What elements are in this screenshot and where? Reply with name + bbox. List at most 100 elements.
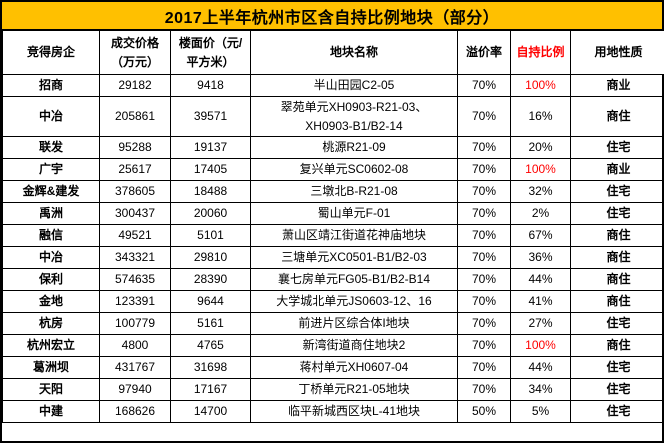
cell-premium-rate: 70%: [457, 378, 511, 402]
cell-floor-price: 9644: [170, 290, 251, 314]
cell-price: 123391: [99, 290, 171, 314]
cell-price: 343321: [99, 246, 171, 270]
cell-land-use: 商业: [570, 74, 664, 97]
header-floor-price: 楼面价（元/ 平方米）: [170, 30, 251, 75]
cell-land-use: 住宅: [570, 202, 664, 226]
cell-floor-price: 5161: [170, 312, 251, 336]
cell-price: 168626: [99, 400, 171, 424]
cell-parcel: 萧山区靖江街道花神庙地块: [250, 224, 458, 248]
cell-premium-rate: 70%: [457, 158, 511, 182]
cell-floor-price: 5101: [170, 224, 251, 248]
cell-land-use: 商住: [570, 334, 664, 358]
table-row: 招商 29182 9418 半山田园C2-05 70% 100% 商业: [2, 74, 664, 97]
cell-price: 300437: [99, 202, 171, 226]
cell-self-hold: 67%: [510, 224, 571, 248]
cell-land-use: 商住: [570, 268, 664, 292]
cell-company: 葛洲坝: [2, 356, 100, 380]
cell-parcel: 襄七房单元FG05-B1/B2-B14: [250, 268, 458, 292]
cell-self-hold: 44%: [510, 268, 571, 292]
cell-premium-rate: 70%: [457, 202, 511, 226]
cell-land-use: 商住: [570, 224, 664, 248]
cell-floor-price: 18488: [170, 180, 251, 204]
table-row: 杭州宏立 4800 4765 新湾街道商住地块2 70% 100% 商住: [2, 334, 664, 358]
cell-price: 4800: [99, 334, 171, 358]
header-premium-rate: 溢价率: [457, 30, 511, 75]
cell-self-hold: 5%: [510, 400, 571, 424]
table-body: 招商 29182 9418 半山田园C2-05 70% 100% 商业 中冶 2…: [2, 74, 664, 424]
cell-land-use: 住宅: [570, 136, 664, 160]
cell-parcel: 翠苑单元XH0903-R21-03、 XH0903-B1/B2-14: [250, 95, 458, 138]
cell-premium-rate: 70%: [457, 290, 511, 314]
cell-premium-rate: 70%: [457, 334, 511, 358]
cell-premium-rate: 70%: [457, 246, 511, 270]
cell-price: 205861: [99, 95, 171, 138]
cell-land-use: 住宅: [570, 312, 664, 336]
cell-self-hold: 100%: [510, 334, 571, 358]
cell-floor-price: 19137: [170, 136, 251, 160]
cell-floor-price: 4765: [170, 334, 251, 358]
cell-premium-rate: 70%: [457, 356, 511, 380]
cell-land-use: 住宅: [570, 378, 664, 402]
cell-floor-price: 29810: [170, 246, 251, 270]
table-row: 中冶 343321 29810 三塘单元XC0501-B1/B2-03 70% …: [2, 246, 664, 270]
table-row: 禹洲 300437 20060 蜀山单元F-01 70% 2% 住宅: [2, 202, 664, 226]
cell-parcel: 蜀山单元F-01: [250, 202, 458, 226]
land-parcel-table: 竞得房企 成交价格 （万元） 楼面价（元/ 平方米） 地块名称 溢价率 自持比例…: [2, 30, 664, 424]
table-row: 中建 168626 14700 临平新城西区块L-41地块 50% 5% 住宅: [2, 400, 664, 424]
table-row: 葛洲坝 431767 31698 蒋村单元XH0607-04 70% 44% 住…: [2, 356, 664, 380]
cell-self-hold: 27%: [510, 312, 571, 336]
cell-premium-rate: 70%: [457, 74, 511, 97]
cell-company: 天阳: [2, 378, 100, 402]
cell-premium-rate: 70%: [457, 224, 511, 248]
table-row: 保利 574635 28390 襄七房单元FG05-B1/B2-B14 70% …: [2, 268, 664, 292]
table-row: 杭房 100779 5161 前进片区综合体I地块 70% 27% 住宅: [2, 312, 664, 336]
cell-company: 金地: [2, 290, 100, 314]
cell-company: 中冶: [2, 95, 100, 138]
cell-parcel: 前进片区综合体I地块: [250, 312, 458, 336]
cell-parcel: 大学城北单元JS0603-12、16: [250, 290, 458, 314]
cell-floor-price: 17167: [170, 378, 251, 402]
table-header-row: 竞得房企 成交价格 （万元） 楼面价（元/ 平方米） 地块名称 溢价率 自持比例…: [2, 30, 664, 75]
header-parcel: 地块名称: [250, 30, 458, 75]
cell-price: 100779: [99, 312, 171, 336]
cell-self-hold: 20%: [510, 136, 571, 160]
cell-floor-price: 20060: [170, 202, 251, 226]
cell-land-use: 住宅: [570, 356, 664, 380]
header-price: 成交价格 （万元）: [99, 30, 171, 75]
cell-premium-rate: 70%: [457, 95, 511, 138]
cell-price: 431767: [99, 356, 171, 380]
cell-self-hold: 2%: [510, 202, 571, 226]
cell-floor-price: 14700: [170, 400, 251, 424]
cell-land-use: 商住: [570, 95, 664, 138]
cell-company: 禹洲: [2, 202, 100, 226]
cell-self-hold: 100%: [510, 158, 571, 182]
cell-parcel: 三墩北B-R21-08: [250, 180, 458, 204]
cell-land-use: 住宅: [570, 400, 664, 424]
cell-floor-price: 28390: [170, 268, 251, 292]
cell-company: 融信: [2, 224, 100, 248]
cell-parcel: 新湾街道商住地块2: [250, 334, 458, 358]
cell-parcel: 半山田园C2-05: [250, 74, 458, 97]
cell-parcel: 临平新城西区块L-41地块: [250, 400, 458, 424]
cell-self-hold: 32%: [510, 180, 571, 204]
table-row: 广宇 25617 17405 复兴单元SC0602-08 70% 100% 商业: [2, 158, 664, 182]
cell-price: 49521: [99, 224, 171, 248]
header-self-hold: 自持比例: [510, 30, 571, 75]
cell-company: 杭房: [2, 312, 100, 336]
cell-land-use: 住宅: [570, 180, 664, 204]
cell-self-hold: 16%: [510, 95, 571, 138]
table-row: 中冶 205861 39571 翠苑单元XH0903-R21-03、 XH090…: [2, 95, 664, 138]
cell-land-use: 商业: [570, 158, 664, 182]
table-row: 金地 123391 9644 大学城北单元JS0603-12、16 70% 41…: [2, 290, 664, 314]
cell-floor-price: 39571: [170, 95, 251, 138]
header-company: 竞得房企: [2, 30, 100, 75]
cell-price: 25617: [99, 158, 171, 182]
cell-price: 97940: [99, 378, 171, 402]
cell-parcel: 三塘单元XC0501-B1/B2-03: [250, 246, 458, 270]
header-land-use: 用地性质: [570, 30, 664, 75]
cell-parcel: 丁桥单元R21-05地块: [250, 378, 458, 402]
cell-company: 招商: [2, 74, 100, 97]
cell-company: 金辉&建发: [2, 180, 100, 204]
table-row: 融信 49521 5101 萧山区靖江街道花神庙地块 70% 67% 商住: [2, 224, 664, 248]
cell-company: 保利: [2, 268, 100, 292]
